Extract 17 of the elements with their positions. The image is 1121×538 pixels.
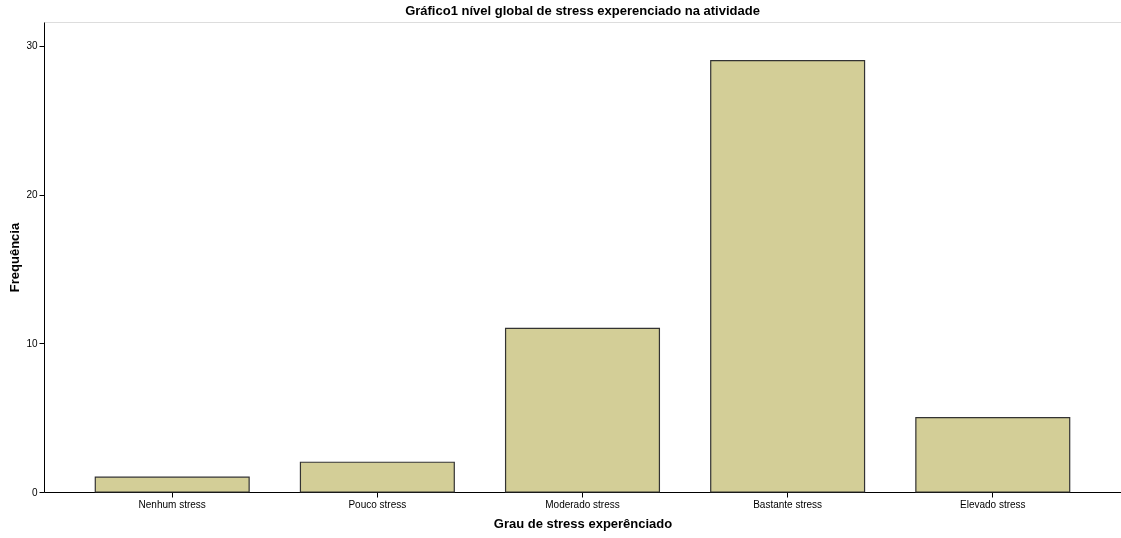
y-axis-title: Frequência bbox=[7, 222, 23, 293]
x-axis-title: Grau de stress experênciado bbox=[493, 515, 673, 531]
x-tick-label: Pouco stress bbox=[348, 498, 407, 510]
bar bbox=[504, 327, 661, 493]
chart-title: Gráfico1 nível global de stress experenciado na atividade bbox=[405, 3, 760, 18]
x-tick-label: Elevado stress bbox=[959, 498, 1026, 510]
bar bbox=[94, 476, 250, 493]
x-tick-label: Nenhum stress bbox=[138, 498, 206, 510]
y-tick-label: 10 bbox=[26, 337, 38, 349]
bar bbox=[710, 60, 866, 493]
bar bbox=[915, 417, 1071, 493]
x-tick-label: Bastante stress bbox=[753, 498, 823, 510]
bar bbox=[299, 461, 455, 493]
x-tick-label: Moderado stress bbox=[545, 498, 620, 510]
y-tick-label: 30 bbox=[26, 40, 38, 52]
y-tick-label: 20 bbox=[26, 189, 38, 201]
y-tick-label: 0 bbox=[31, 486, 38, 498]
